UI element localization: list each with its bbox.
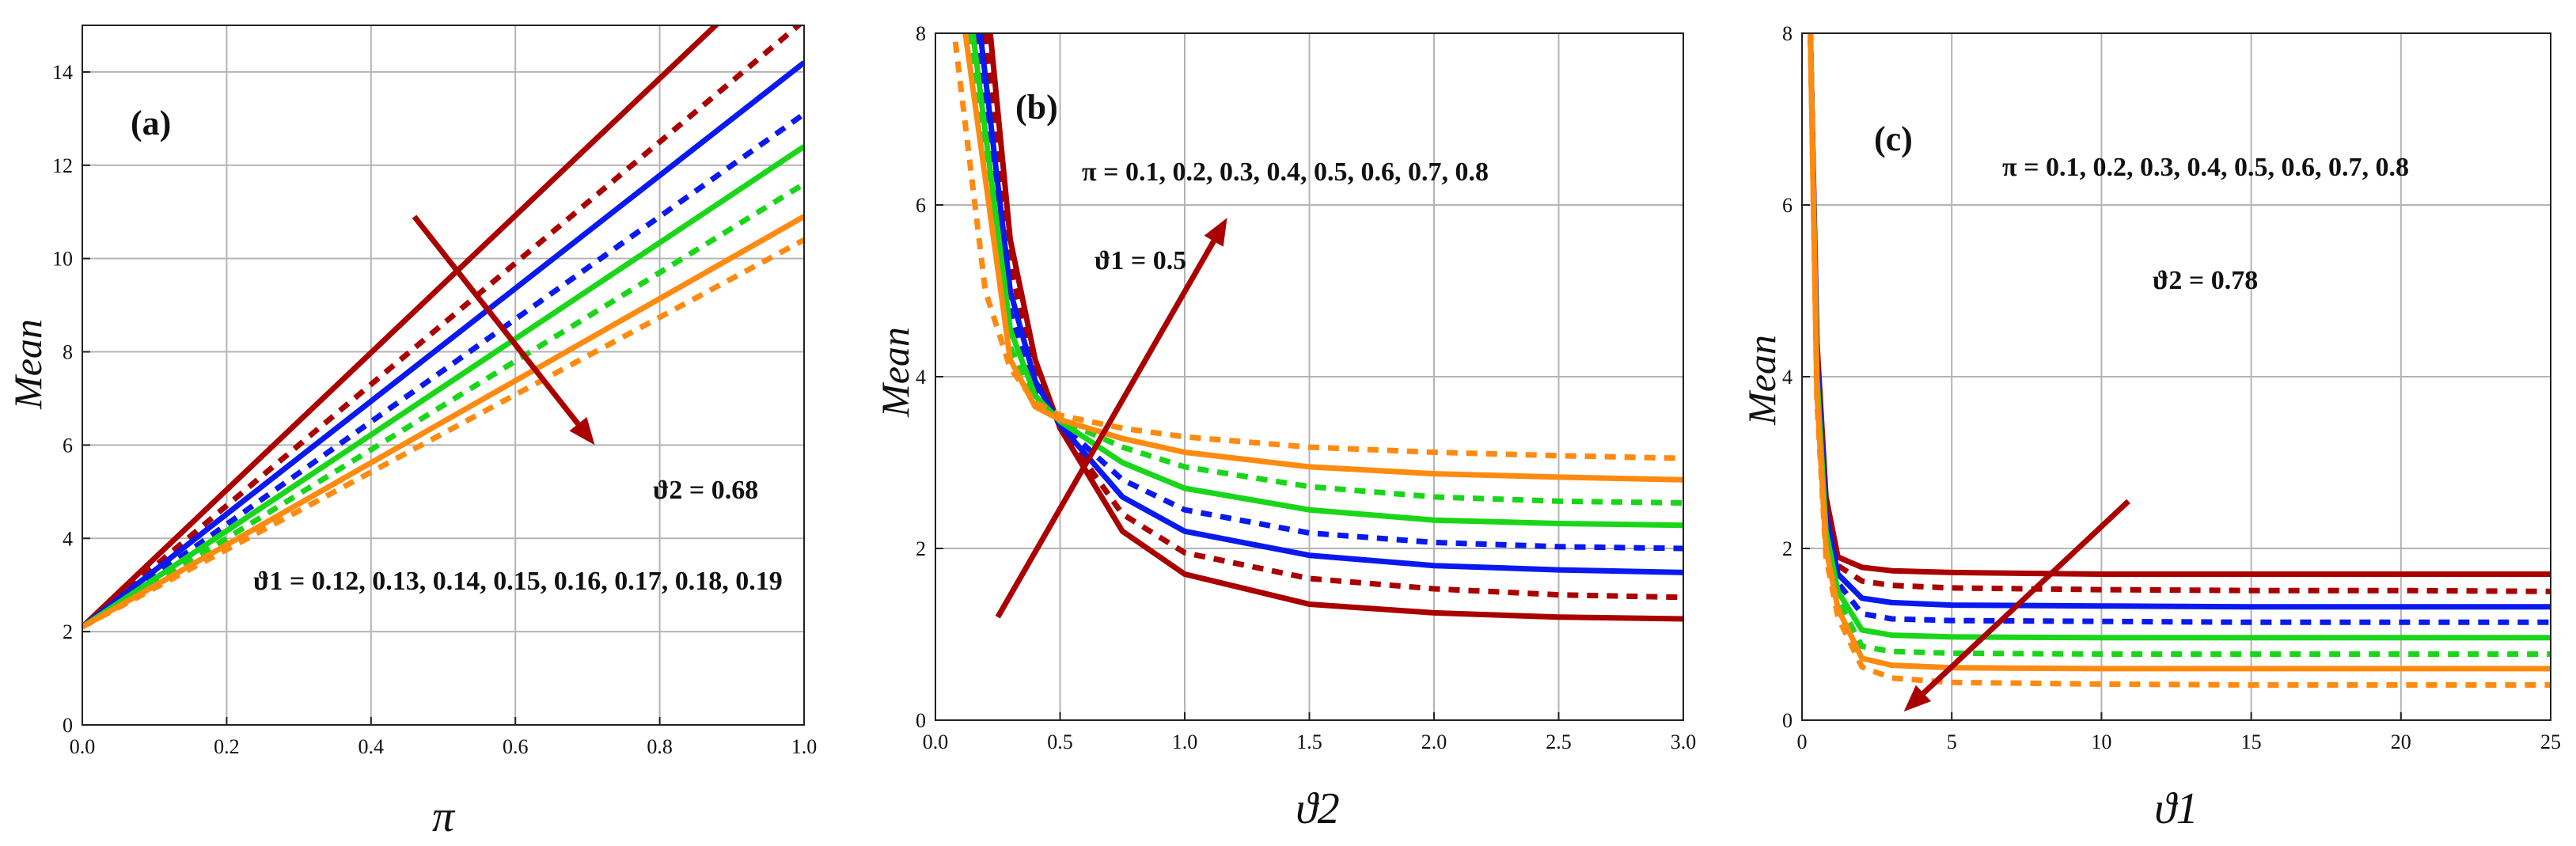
panel-b-series <box>952 33 1683 622</box>
panel-b-xtick-label: 2.5 <box>1546 730 1572 753</box>
panel-a-vartheta2-annotation: ϑ2 = 0.68 <box>653 476 758 505</box>
panel-a-label: (a) <box>131 104 171 142</box>
panel-b-xtick-label: 1.0 <box>1172 730 1198 753</box>
panel-c-xtick-label: 10 <box>2091 730 2111 753</box>
panel-c-arrow <box>1903 499 2130 712</box>
panel-c-ylabel: Mean <box>1739 335 1784 426</box>
panel-a-xlabel: π <box>432 792 456 841</box>
panel-c-xlabel: ϑ1 <box>2154 784 2198 833</box>
panel-a-ytick-label: 10 <box>52 248 73 271</box>
panel-a-trend-arrow-head <box>569 417 595 446</box>
panel-b: 0.0 0.5 1.0 1.5 2.0 2.5 3.0 0 2 4 6 8 (b) Mean ϑ2 π… <box>873 22 1696 833</box>
panel-c-series-line <box>1808 33 2551 594</box>
panel-b-series-line <box>982 33 1683 601</box>
panel-b-label: (b) <box>1015 88 1058 127</box>
panel-a-series <box>82 25 804 630</box>
panel-b-xlabel: ϑ2 <box>1296 784 1339 833</box>
panel-c-label: (c) <box>1874 120 1913 158</box>
panel-c-trend-arrow-shaft <box>1922 499 2130 696</box>
panel-b-series-line <box>962 33 1683 483</box>
panel-b-ytick-label: 8 <box>916 22 926 45</box>
panel-c-vartheta2-annotation: ϑ2 = 0.78 <box>2153 266 2258 295</box>
panel-a-series-line <box>82 25 720 629</box>
panel-c-ticks: 0 5 10 15 20 25 0 2 4 6 8 <box>1782 22 2561 753</box>
panel-a-series-line <box>82 144 804 630</box>
panel-c-series-line <box>1808 33 2551 641</box>
panel-a-ytick-label: 4 <box>63 527 73 550</box>
panel-c-pi-annotation: π = 0.1, 0.2, 0.3, 0.4, 0.5, 0.6, 0.7, 0… <box>2002 153 2409 182</box>
panel-a-ytick-label: 14 <box>52 61 73 84</box>
panel-b-series-line <box>975 33 1683 552</box>
panel-a-ytick-label: 2 <box>63 620 73 643</box>
panel-b-ytick-label: 4 <box>916 366 926 389</box>
panel-b-xtick-label: 0.0 <box>923 730 949 753</box>
panel-c-ytick-label: 8 <box>1782 22 1793 45</box>
panel-b-xtick-label: 3.0 <box>1671 730 1697 753</box>
panel-b-series-line <box>977 33 1683 575</box>
panel-a-frame <box>82 25 805 726</box>
panel-b-series-line <box>969 33 1683 529</box>
panel-c-series-line <box>1808 33 2551 625</box>
panel-a-series-line <box>82 181 804 630</box>
panel-b-arrow <box>995 218 1227 619</box>
panel-b-series-line <box>987 33 1683 622</box>
panel-a-xtick-label: 0.8 <box>647 735 673 758</box>
panel-a-trend-arrow-shaft <box>412 214 581 426</box>
panel-a-ytick-label: 8 <box>63 341 73 364</box>
panel-b-ytick-label: 6 <box>916 194 926 217</box>
panel-a-ytick-label: 12 <box>52 154 73 177</box>
panel-c-series-line <box>1808 33 2551 610</box>
panel-c-series-line <box>1808 33 2551 577</box>
panel-b-series-line <box>967 33 1683 506</box>
panel-b-ytick-label: 0 <box>916 709 926 732</box>
panel-a-series-line <box>82 112 804 630</box>
panel-a-ticks: 0.0 0.2 0.4 0.6 0.8 1.0 0 2 4 6 8 10 12 14 <box>52 61 817 758</box>
panel-b-trend-arrow-shaft <box>995 240 1216 619</box>
panel-a-vartheta1-annotation: ϑ1 = 0.12, 0.13, 0.14, 0.15, 0.16, 0.17,… <box>253 567 783 596</box>
panel-a-ylabel: Mean <box>6 319 50 410</box>
panel-b-vartheta1-annotation: ϑ1 = 0.5 <box>1095 246 1186 275</box>
panel-b-trend-arrow-head <box>1204 218 1227 247</box>
panel-a-xtick-label: 0.4 <box>359 735 385 758</box>
panel-a-ytick-label: 0 <box>63 714 73 737</box>
panel-a-xtick-label: 1.0 <box>791 735 818 758</box>
panel-b-pi-annotation: π = 0.1, 0.2, 0.3, 0.4, 0.5, 0.6, 0.7, 0… <box>1082 157 1489 187</box>
panel-b-xtick-label: 2.0 <box>1421 730 1447 753</box>
panel-b-ticks: 0.0 0.5 1.0 1.5 2.0 2.5 3.0 0 2 4 6 8 <box>916 22 1696 753</box>
panel-c-ytick-label: 0 <box>1782 709 1793 732</box>
panel-c-series-line <box>1808 33 2551 657</box>
panel-b-xtick-label: 0.5 <box>1047 730 1073 753</box>
panel-a-series-line <box>82 214 804 630</box>
panel-c-xtick-label: 5 <box>1947 730 1957 753</box>
panel-a-arrow <box>412 214 595 446</box>
panel-a-xtick-label: 0.0 <box>70 735 96 758</box>
panel-c-xtick-label: 0 <box>1797 730 1808 753</box>
panel-a-ytick-label: 6 <box>63 434 73 457</box>
panel-c-trend-arrow-head <box>1903 685 1932 712</box>
panel-a-xtick-label: 0.6 <box>503 735 529 758</box>
panel-a-xtick-label: 0.2 <box>214 735 240 758</box>
panel-c: 0 5 10 15 20 25 0 2 4 6 8 (c) Mean ϑ1 π = 0.1, 0.2… <box>1739 22 2561 833</box>
panel-b-series-line <box>952 41 1683 461</box>
panel-a-series-line <box>82 237 804 630</box>
panel-c-series <box>1808 33 2551 688</box>
panel-a-series-line <box>82 60 804 629</box>
panel-c-xtick-label: 25 <box>2540 730 2561 753</box>
panel-a: 0.0 0.2 0.4 0.6 0.8 1.0 0 2 4 6 8 10 12 14 (a) Mean π… <box>6 25 817 841</box>
panel-c-ytick-label: 6 <box>1782 194 1793 217</box>
panel-a-grid <box>82 25 805 725</box>
panel-c-xtick-label: 20 <box>2391 730 2411 753</box>
panel-a-series-line <box>82 25 803 629</box>
panel-b-ylabel: Mean <box>873 327 917 418</box>
panel-b-ytick-label: 2 <box>916 537 926 560</box>
panel-b-xtick-label: 1.5 <box>1296 730 1322 753</box>
panel-c-ytick-label: 2 <box>1782 537 1793 560</box>
panel-c-ytick-label: 4 <box>1782 366 1793 389</box>
panel-c-xtick-label: 15 <box>2241 730 2262 753</box>
